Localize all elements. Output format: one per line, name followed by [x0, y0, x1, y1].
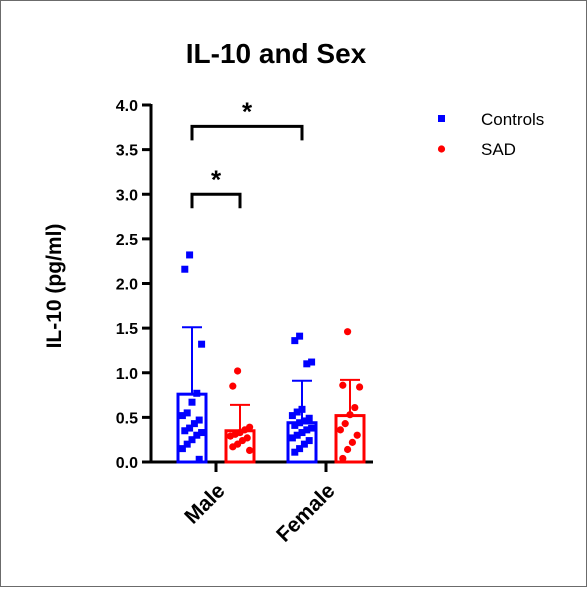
y-tick-label: 0.5 — [116, 410, 138, 427]
point-sad-female — [341, 420, 349, 428]
y-tick-label: 1.5 — [116, 321, 138, 338]
point-controls-female — [303, 360, 311, 368]
point-sad-male — [246, 446, 254, 454]
point-controls-male — [181, 427, 189, 435]
point-controls-female — [293, 431, 301, 439]
y-tick-label: 2.0 — [116, 277, 138, 294]
chart-title: IL-10 and Sex — [186, 38, 367, 69]
y-tick-label: 4.0 — [116, 98, 138, 115]
point-sad-male — [229, 443, 237, 451]
point-controls-female — [293, 408, 301, 416]
point-controls-female — [308, 424, 316, 432]
y-tick-label: 0.0 — [116, 455, 138, 472]
point-sad-female — [344, 328, 352, 336]
point-controls-female — [300, 417, 308, 425]
point-controls-male — [178, 445, 186, 453]
point-controls-female — [308, 358, 316, 366]
x-tick-label-male: Male — [180, 479, 229, 528]
point-controls-male — [178, 412, 186, 420]
point-sad-female — [351, 403, 359, 412]
point-controls-male — [198, 429, 206, 437]
point-controls-male — [186, 251, 194, 259]
y-tick-label: 1.0 — [116, 366, 138, 383]
point-controls-female — [291, 337, 299, 345]
point-controls-female — [288, 434, 296, 442]
point-sad-female — [348, 438, 356, 446]
y-tick-label: 2.5 — [116, 232, 138, 249]
point-sad-female — [344, 445, 352, 454]
legend-label-sad: SAD — [481, 140, 516, 159]
legend-marker-sad — [437, 145, 446, 153]
point-sad-female — [346, 411, 354, 419]
point-controls-male — [181, 265, 189, 273]
significance-label: * — [242, 96, 253, 126]
point-sad-male — [226, 432, 234, 440]
point-controls-female — [305, 414, 313, 422]
point-sad-female — [336, 426, 344, 434]
point-controls-female — [305, 437, 313, 445]
point-controls-male — [193, 431, 201, 439]
point-controls-male — [195, 416, 203, 424]
point-sad-male — [234, 367, 242, 375]
point-controls-male — [183, 440, 191, 448]
point-sad-male — [229, 382, 237, 390]
point-controls-female — [298, 405, 306, 413]
point-controls-male — [188, 398, 196, 406]
point-controls-female — [296, 419, 304, 427]
point-controls-female — [296, 445, 304, 453]
point-controls-female — [303, 426, 311, 434]
point-sad-female — [353, 431, 361, 439]
point-sad-female — [339, 381, 347, 389]
point-controls-male — [195, 455, 203, 463]
plot-area: 0.0 0.5 1.0 1.5 2.0 2.5 3.0 3.5 4.0 Male Female * * — [116, 96, 373, 547]
point-controls-female — [296, 332, 304, 340]
point-sad-female — [339, 454, 347, 463]
y-axis-label: IL-10 (pg/ml) — [43, 224, 66, 349]
significance-bracket — [190, 192, 242, 209]
point-controls-male — [190, 420, 198, 428]
point-controls-female — [291, 448, 299, 456]
y-tick-label: 3.0 — [116, 187, 138, 204]
legend-label-controls: Controls — [481, 110, 544, 129]
point-controls-male — [183, 409, 191, 417]
x-tick-label-female: Female — [272, 479, 339, 546]
point-controls-female — [291, 421, 299, 429]
point-controls-female — [298, 429, 306, 437]
bar-sad-female — [334, 414, 366, 464]
point-controls-male — [186, 424, 194, 432]
point-controls-female — [288, 412, 296, 420]
y-tick-label: 3.5 — [116, 143, 138, 160]
significance-bracket — [190, 124, 304, 141]
point-controls-male — [193, 389, 201, 397]
significance-label: * — [211, 164, 222, 194]
point-controls-male — [198, 340, 206, 348]
legend: Controls SAD — [437, 110, 544, 159]
point-controls-male — [188, 436, 196, 444]
point-sad-female — [356, 383, 364, 391]
legend-marker-controls — [438, 115, 445, 122]
point-controls-female — [300, 440, 308, 448]
